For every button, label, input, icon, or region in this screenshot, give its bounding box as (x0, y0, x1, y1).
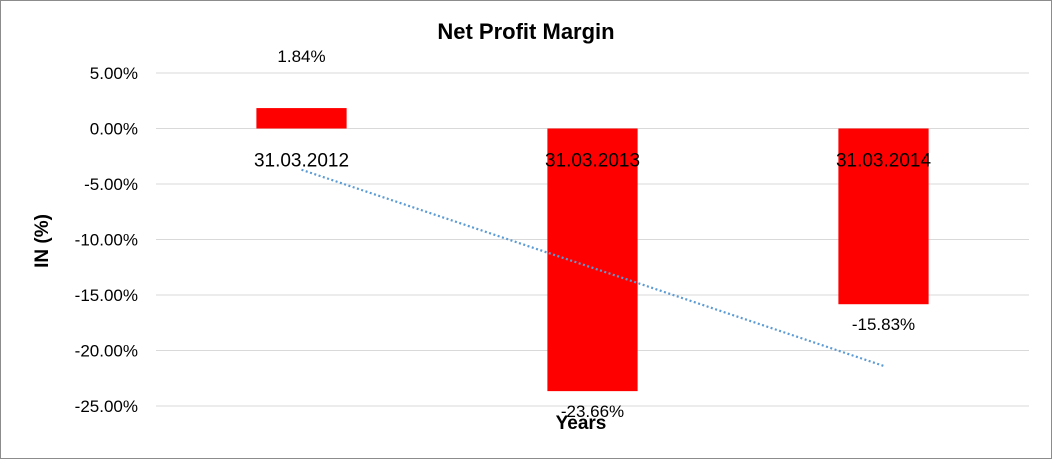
bars (256, 108, 929, 392)
y-tick-label: -20.00% (75, 342, 138, 361)
y-tick-label: -5.00% (84, 175, 138, 194)
y-tick-label: -25.00% (75, 397, 138, 416)
chart-title: Net Profit Margin (437, 19, 614, 44)
data-label: -23.66% (561, 402, 624, 421)
data-label: 1.84% (277, 47, 325, 66)
y-tick-label: -10.00% (75, 231, 138, 250)
category-label: 31.03.2012 (254, 151, 349, 172)
bar (838, 128, 929, 305)
category-label: 31.03.2013 (545, 151, 640, 172)
x-axis-title: Years (556, 413, 607, 434)
y-axis-title: IN (%) (32, 214, 53, 268)
y-tick-labels: 5.00% 0.00% -5.00% -10.00% -15.00% -20.00% -25… (75, 64, 138, 416)
data-labels: 1.84% -23.66% -15.83% (277, 47, 915, 421)
category-labels: 31.03.2012 31.03.2013 31.03.2014 (254, 151, 932, 172)
trendline-layer (301, 168, 884, 367)
y-tick-label: -15.00% (75, 286, 138, 305)
y-tick-label: 0.00% (90, 120, 138, 139)
y-tick-label: 5.00% (90, 64, 138, 83)
category-label: 31.03.2014 (836, 151, 932, 172)
bar (256, 108, 347, 129)
bar (547, 128, 638, 392)
trendline (301, 168, 884, 367)
data-label: -15.83% (852, 315, 915, 334)
